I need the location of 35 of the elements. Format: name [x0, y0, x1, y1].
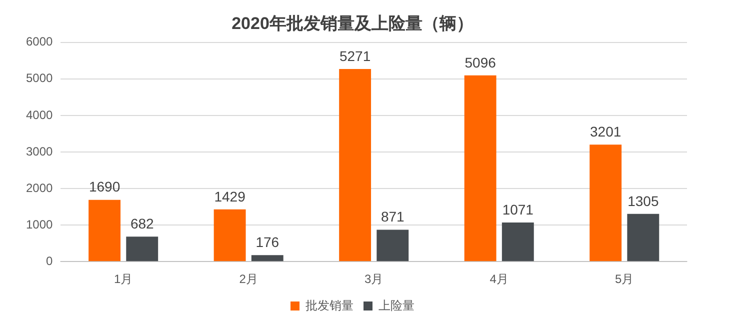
- bar: [339, 69, 372, 262]
- y-tick-label: 1000: [26, 217, 54, 232]
- x-tick-label: 3月: [364, 272, 384, 286]
- y-tick-label: 2000: [26, 180, 54, 195]
- data-label: 3201: [590, 124, 622, 140]
- bar: [502, 222, 534, 262]
- data-label: 5271: [339, 48, 371, 64]
- bar: [464, 75, 496, 262]
- bar: [627, 214, 660, 262]
- data-label: 1690: [88, 178, 120, 195]
- x-tick-label: 5月: [615, 272, 634, 286]
- bar: [126, 236, 158, 262]
- y-tick-label: 4000: [26, 108, 54, 122]
- data-label: 176: [256, 234, 280, 250]
- bar: [251, 255, 284, 262]
- data-label: 871: [380, 208, 405, 225]
- x-tick-label: 4月: [490, 272, 508, 286]
- y-tick-label: 6000: [26, 34, 54, 49]
- y-tick-label: 5000: [26, 71, 54, 86]
- data-label: 682: [130, 216, 154, 232]
- bar: [376, 230, 409, 262]
- chart-title: 2020年批发销量及上险量（辆）: [232, 14, 474, 33]
- data-label: 5096: [464, 54, 496, 70]
- y-tick-label: 0: [46, 254, 54, 268]
- data-label: 1305: [628, 192, 659, 209]
- data-label: 1071: [502, 201, 534, 218]
- y-tick-label: 3000: [26, 144, 54, 158]
- data-label: 1429: [214, 188, 246, 204]
- bar: [590, 144, 622, 262]
- x-tick-label: 1月: [114, 272, 133, 286]
- x-tick-label: 2月: [239, 272, 258, 286]
- legend-label: 批发销量: [306, 298, 354, 312]
- bar: [88, 200, 121, 262]
- legend-label: 上险量: [378, 298, 414, 312]
- bar: [214, 209, 246, 262]
